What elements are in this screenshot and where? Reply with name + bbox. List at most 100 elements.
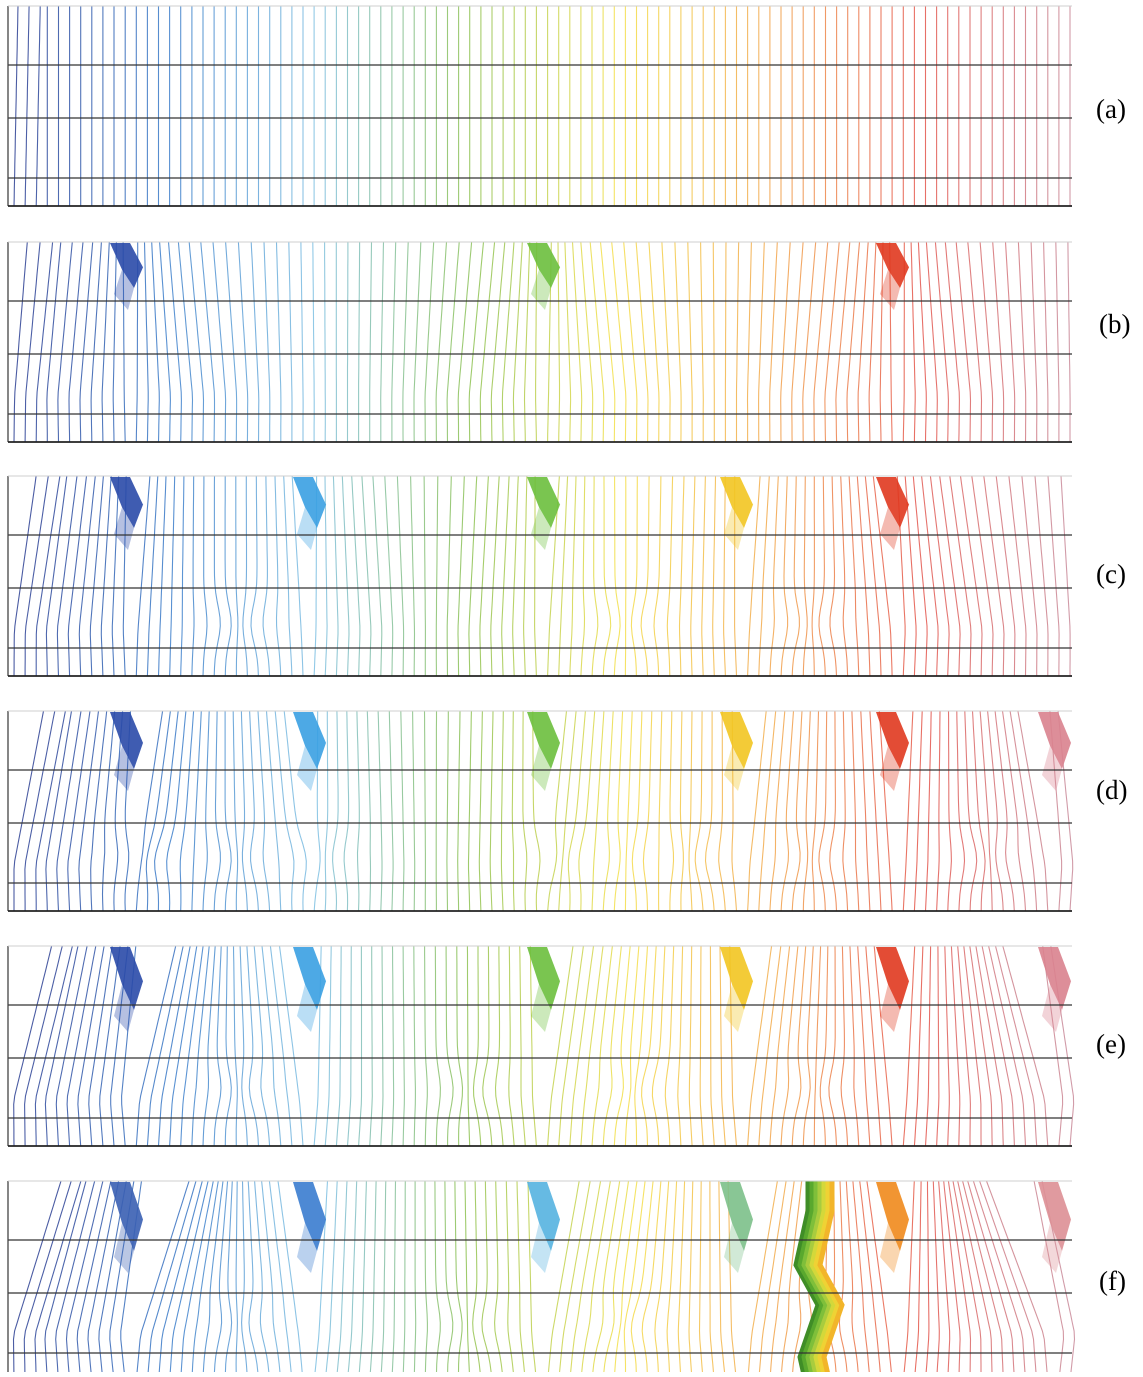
contour-line xyxy=(982,946,1014,1146)
contour-line xyxy=(495,1181,504,1372)
contour-line xyxy=(502,242,514,442)
contour-line xyxy=(359,242,360,442)
contour-line xyxy=(568,711,585,911)
contour-line xyxy=(770,476,778,676)
contour-line xyxy=(46,711,72,911)
contour-line xyxy=(250,711,259,911)
contour-line xyxy=(1068,242,1070,442)
contour-line xyxy=(737,242,739,442)
contour-line xyxy=(513,242,522,442)
contour-line xyxy=(370,1181,376,1372)
contour-line xyxy=(581,476,585,676)
contour-line xyxy=(841,946,848,1146)
contour-line xyxy=(865,476,881,676)
contour-line xyxy=(850,946,859,1146)
contour-line xyxy=(411,476,415,676)
contour-line xyxy=(820,946,828,1146)
contour-line xyxy=(689,946,692,1146)
contour-line xyxy=(710,1181,714,1372)
contour-line xyxy=(880,242,883,442)
contour-line xyxy=(425,711,426,911)
contour-line xyxy=(632,711,642,911)
contour-line xyxy=(264,242,270,442)
contour-line xyxy=(275,711,294,911)
contour-line xyxy=(145,242,149,442)
contour-line xyxy=(301,242,303,442)
contour-line xyxy=(659,711,662,911)
contour-line xyxy=(570,946,594,1146)
contour-line xyxy=(278,1181,303,1372)
contour-line xyxy=(403,1181,405,1372)
contour-line xyxy=(270,946,292,1146)
contour-line xyxy=(719,1181,726,1372)
contour-line xyxy=(988,711,1004,911)
contour-line xyxy=(841,476,848,676)
contour-line xyxy=(480,242,494,442)
contour-line xyxy=(255,1181,270,1372)
contour-line xyxy=(465,1181,470,1372)
panel-label-a: (a) xyxy=(1096,94,1126,125)
contour-line xyxy=(976,946,1003,1146)
contour-line xyxy=(325,242,326,442)
contour-line xyxy=(720,946,725,1146)
panel-b xyxy=(8,242,1072,442)
contour-line xyxy=(225,711,231,911)
contour-line xyxy=(458,711,460,911)
contour-line xyxy=(435,946,440,1146)
contour-line xyxy=(937,946,939,1146)
contour-line xyxy=(362,476,371,676)
contour-line xyxy=(473,1181,481,1372)
contour-line xyxy=(469,476,477,676)
contour-line xyxy=(263,476,270,676)
contour-line xyxy=(601,242,615,442)
contour-line xyxy=(748,242,752,442)
contour-line xyxy=(559,711,576,911)
contour-line xyxy=(152,242,160,442)
contour-line xyxy=(178,242,192,442)
panel-label-f: (f) xyxy=(1099,1266,1126,1297)
contour-line xyxy=(911,242,915,442)
contour-line xyxy=(965,711,977,911)
contour-line xyxy=(238,242,247,442)
contour-line xyxy=(603,946,621,1146)
contour-line xyxy=(181,476,184,676)
contour-line xyxy=(667,476,672,676)
contour-line xyxy=(226,242,237,442)
contour-line xyxy=(192,1181,218,1372)
contour-line xyxy=(914,1181,921,1372)
contour-line xyxy=(68,476,86,676)
contour-line xyxy=(781,476,788,676)
panel-label-d: (d) xyxy=(1096,775,1127,806)
contour-line xyxy=(447,711,448,911)
contour-line xyxy=(581,946,603,1146)
contour-line xyxy=(641,476,649,676)
contour-line xyxy=(770,242,778,442)
panel-label-c: (c) xyxy=(1096,559,1126,590)
contour-line xyxy=(436,242,446,442)
contour-line xyxy=(1022,476,1037,676)
contour-line xyxy=(392,946,394,1146)
contour-line xyxy=(945,946,950,1146)
contour-line xyxy=(678,1181,684,1372)
contour-line xyxy=(680,711,683,911)
contour-line xyxy=(482,1181,492,1372)
panel-f xyxy=(8,1181,1075,1372)
contour-line xyxy=(957,711,965,911)
contour-line xyxy=(348,1181,357,1372)
contour-line xyxy=(530,946,536,1146)
contour-line xyxy=(642,1181,661,1372)
contour-line xyxy=(483,946,492,1146)
contour-line xyxy=(654,476,661,676)
contour-line xyxy=(803,711,810,911)
contour-line xyxy=(814,946,820,1146)
contour-line xyxy=(251,242,259,442)
contour-line xyxy=(678,946,683,1146)
contour-line xyxy=(378,711,382,911)
contour-line xyxy=(447,476,451,676)
contour-line xyxy=(236,1181,237,1372)
contour-line xyxy=(945,242,959,442)
contour-line xyxy=(242,1181,248,1372)
contour-line xyxy=(45,946,78,1146)
contour-line xyxy=(918,242,926,442)
